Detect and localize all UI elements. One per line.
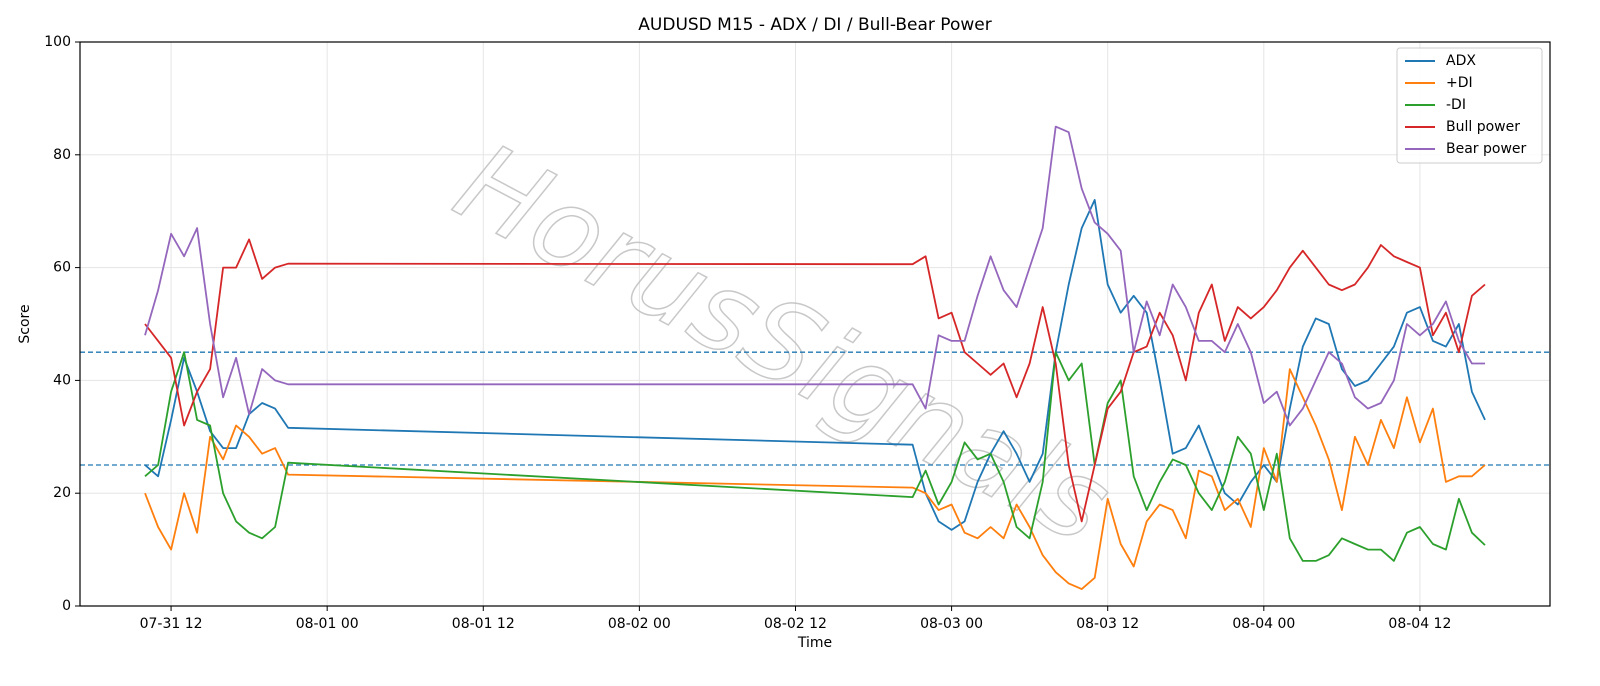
legend-label: Bull power [1446, 119, 1520, 135]
y-axis-label: Score [17, 304, 33, 343]
x-tick-label: 08-04 00 [1232, 616, 1295, 632]
x-tick-label: 08-03 00 [920, 616, 983, 632]
x-tick-label: 08-01 12 [452, 616, 515, 632]
series-line [144, 368, 1486, 590]
plot-frame [79, 41, 1551, 607]
legend-label: -DI [1446, 97, 1466, 113]
y-tick-label: 80 [53, 147, 71, 163]
x-axis-label: Time [797, 635, 832, 651]
x-tick-label: 08-02 00 [608, 616, 671, 632]
y-tick-label: 60 [53, 260, 71, 276]
series-line [144, 351, 1486, 562]
y-tick-label: 0 [62, 598, 71, 614]
x-tick-label: 08-04 12 [1388, 616, 1451, 632]
chart-title: AUDUSD M15 - ADX / DI / Bull-Bear Power [638, 15, 991, 35]
x-tick-label: 08-01 00 [296, 616, 359, 632]
watermark: HorusSignals [437, 118, 1131, 568]
x-tick-label: 07-31 12 [140, 616, 203, 632]
y-tick-label: 40 [53, 372, 71, 388]
series-line [144, 125, 1485, 427]
y-tick-label: 100 [44, 34, 71, 50]
legend-label: ADX [1446, 53, 1476, 69]
series-line [144, 238, 1486, 523]
y-tick-label: 20 [53, 485, 71, 501]
x-tick-label: 08-03 12 [1076, 616, 1139, 632]
legend-label: Bear power [1446, 141, 1527, 157]
series-line [144, 199, 1486, 531]
x-tick-label: 08-02 12 [764, 616, 827, 632]
legend-label: +DI [1446, 75, 1473, 91]
legend-box [1396, 47, 1543, 164]
